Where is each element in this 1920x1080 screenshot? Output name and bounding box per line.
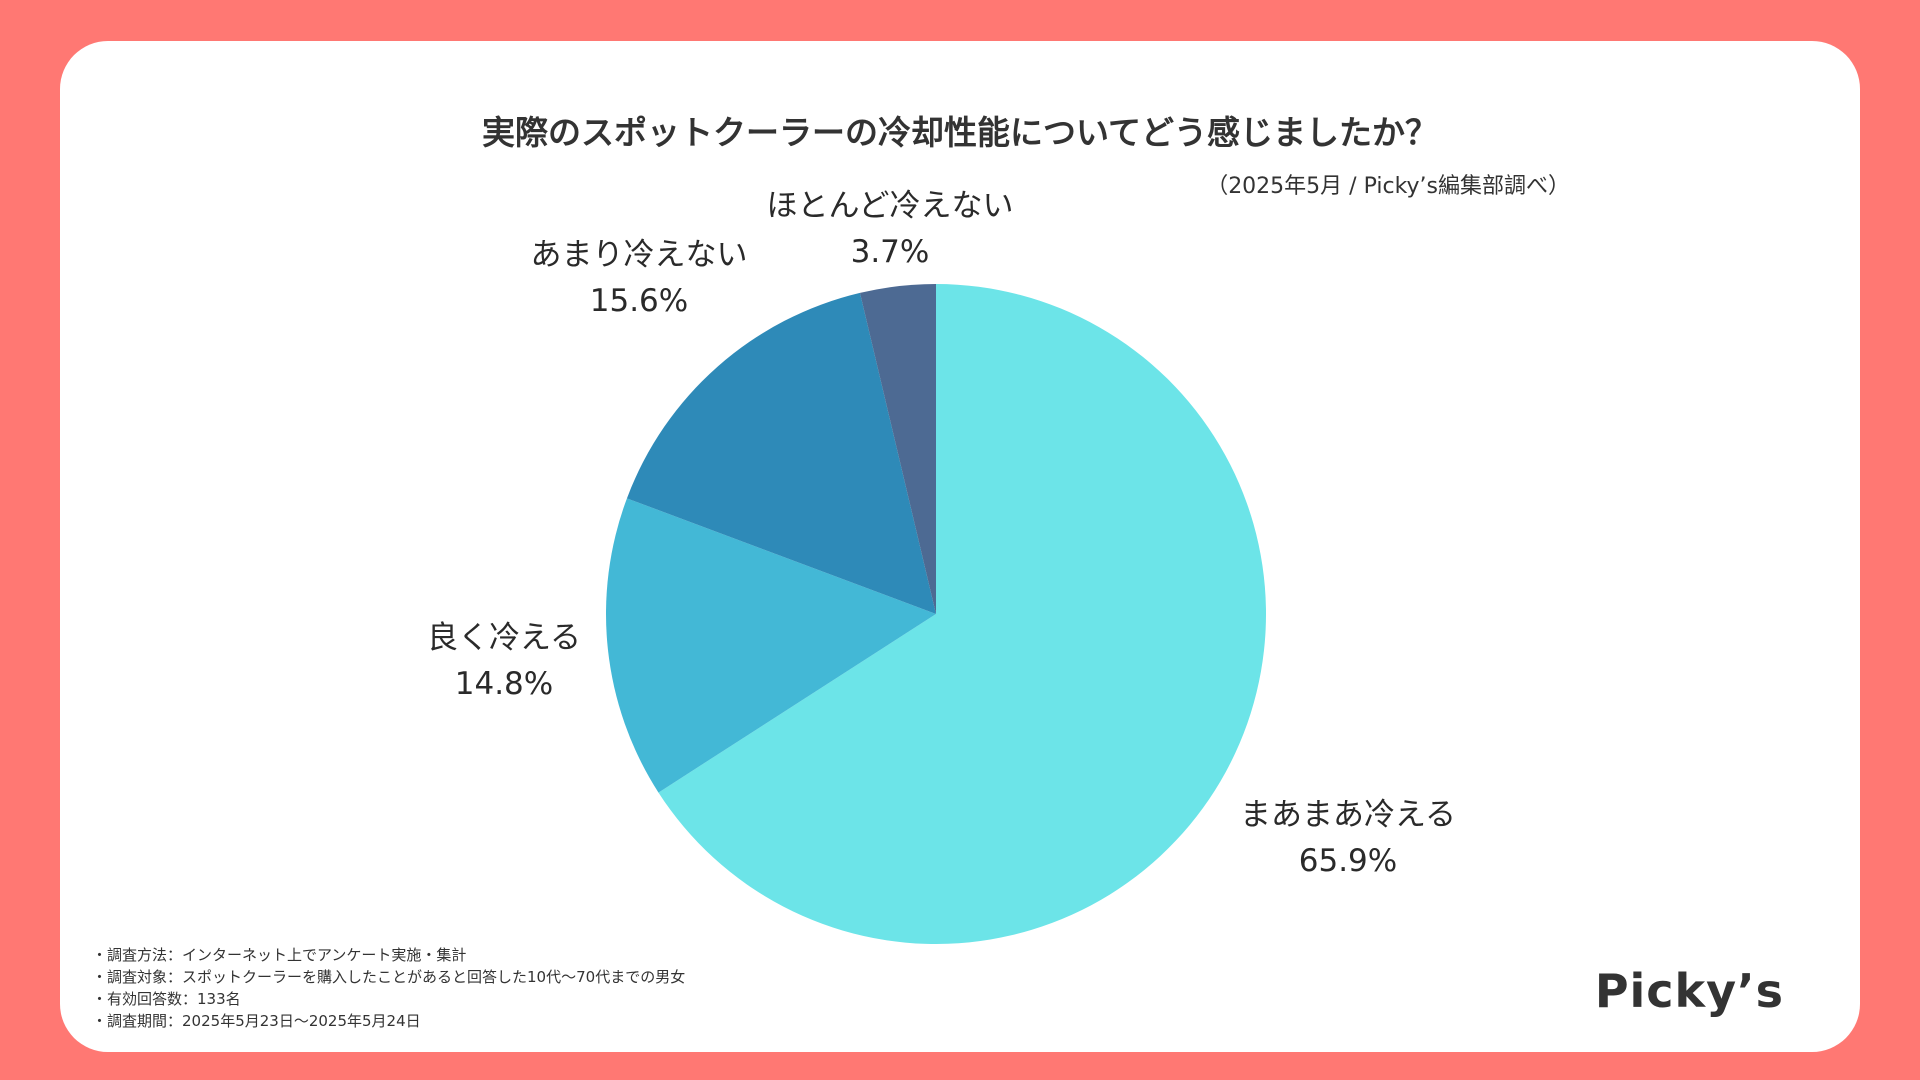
pie-slice-2 <box>626 292 936 614</box>
slice-label-not-very-cool: あまり冷えない 15.6% <box>479 232 799 324</box>
slice-label-text: まあまあ冷える <box>1239 797 1457 833</box>
survey-note: 調査期間：2025年5月23日〜2025年5月24日 <box>92 1010 685 1032</box>
slice-label-cools-well: 良く冷える 14.8% <box>344 615 664 707</box>
chart-title: 実際のスポットクーラーの冷却性能についてどう感じましたか？ <box>481 113 1438 152</box>
slice-value-text: 15.6% <box>589 283 689 319</box>
slice-label-hardly-cool: ほとんど冷えない 3.7% <box>730 183 1050 275</box>
survey-notes: 調査方法：インターネット上でアンケート実施・集計 調査対象：スポットクーラーを購… <box>92 944 685 1032</box>
source-note: （2025年5月 / Picky’s編集部調べ） <box>1206 174 1570 199</box>
survey-note: 有効回答数：133名 <box>92 988 685 1010</box>
pie-slice-3 <box>859 284 936 614</box>
slice-label-text: 良く冷える <box>426 620 582 656</box>
brand-logo: Picky’s <box>1594 964 1784 1018</box>
survey-note: 調査対象：スポットクーラーを購入したことがあると回答した10代〜70代までの男女 <box>92 966 685 988</box>
pie-slice-1 <box>606 498 936 793</box>
pie-slice-0 <box>658 284 1267 944</box>
slice-value-text: 14.8% <box>454 666 554 702</box>
slice-label-text: ほとんど冷えない <box>766 188 1014 224</box>
slice-value-text: 65.9% <box>1298 843 1398 879</box>
survey-note: 調査方法：インターネット上でアンケート実施・集計 <box>92 944 685 966</box>
slice-label-text: あまり冷えない <box>530 237 748 273</box>
slice-value-text: 3.7% <box>850 234 930 270</box>
slice-label-mostly-cool: まあまあ冷える 65.9% <box>1188 792 1508 884</box>
